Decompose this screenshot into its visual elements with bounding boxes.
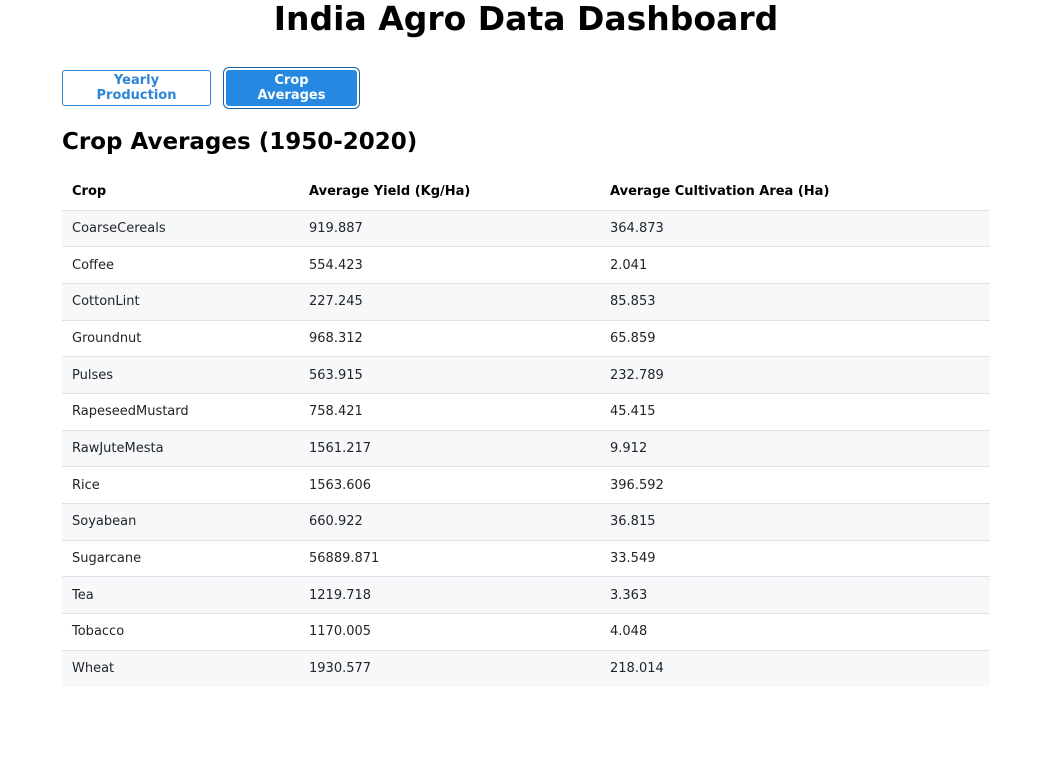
cell-crop: CoarseCereals (62, 210, 299, 248)
tab-yearly-production[interactable]: Yearly Production (62, 70, 211, 106)
cell-yield: 758.421 (299, 393, 600, 431)
section-title: Crop Averages (1950-2020) (62, 129, 418, 155)
cell-crop: RapeseedMustard (62, 393, 299, 431)
cell-area: 218.014 (600, 650, 990, 687)
cell-crop: Rice (62, 466, 299, 504)
cell-area: 65.859 (600, 320, 990, 358)
cell-yield: 563.915 (299, 356, 600, 394)
cell-yield: 56889.871 (299, 540, 600, 578)
cell-yield: 227.245 (299, 283, 600, 321)
cell-crop: Tea (62, 576, 299, 615)
table-row: Soyabean 660.922 36.815 (62, 503, 990, 541)
cell-yield: 554.423 (299, 246, 600, 284)
tab-crop-averages[interactable]: Crop Averages (226, 70, 357, 106)
cell-yield: 968.312 (299, 320, 600, 358)
table-row: Pulses 563.915 232.789 (62, 356, 990, 394)
cell-crop: Wheat (62, 650, 299, 687)
cell-area: 4.048 (600, 613, 990, 651)
cell-yield: 1930.577 (299, 650, 600, 687)
cell-crop: Soyabean (62, 503, 299, 541)
cell-crop: Coffee (62, 246, 299, 284)
table-row: Tea 1219.718 3.363 (62, 576, 990, 615)
header-average-area: Average Cultivation Area (Ha) (600, 174, 990, 211)
cell-area: 36.815 (600, 503, 990, 541)
table-row: RawJuteMesta 1561.217 9.912 (62, 430, 990, 468)
cell-area: 33.549 (600, 540, 990, 578)
cell-yield: 1219.718 (299, 576, 600, 615)
cell-yield: 1561.217 (299, 430, 600, 468)
table-row: Rice 1563.606 396.592 (62, 466, 990, 504)
cell-crop: Pulses (62, 356, 299, 394)
table-row: Tobacco 1170.005 4.048 (62, 613, 990, 651)
table-row: Groundnut 968.312 65.859 (62, 320, 990, 358)
cell-yield: 1563.606 (299, 466, 600, 504)
table-row: Wheat 1930.577 218.014 (62, 650, 990, 687)
page-title: India Agro Data Dashboard (273, 0, 779, 38)
header-crop: Crop (62, 174, 299, 211)
cell-crop: Sugarcane (62, 540, 299, 578)
cell-area: 45.415 (600, 393, 990, 431)
cell-crop: RawJuteMesta (62, 430, 299, 468)
header-average-yield: Average Yield (Kg/Ha) (299, 174, 600, 211)
view-tabs: Yearly Production Crop Averages (62, 70, 357, 106)
cell-crop: CottonLint (62, 283, 299, 321)
table-row: RapeseedMustard 758.421 45.415 (62, 393, 990, 431)
cell-crop: Groundnut (62, 320, 299, 358)
cell-yield: 919.887 (299, 210, 600, 248)
cell-area: 2.041 (600, 246, 990, 284)
table-row: CottonLint 227.245 85.853 (62, 283, 990, 321)
cell-area: 3.363 (600, 576, 990, 615)
cell-area: 232.789 (600, 356, 990, 394)
cell-yield: 660.922 (299, 503, 600, 541)
cell-area: 85.853 (600, 283, 990, 321)
cell-yield: 1170.005 (299, 613, 600, 651)
table-body: CoarseCereals 919.887 364.873 Coffee 554… (62, 210, 990, 687)
table-row: Coffee 554.423 2.041 (62, 246, 990, 284)
table-row: CoarseCereals 919.887 364.873 (62, 210, 990, 248)
table-header-row: Crop Average Yield (Kg/Ha) Average Culti… (62, 174, 990, 211)
cell-area: 396.592 (600, 466, 990, 504)
cell-area: 364.873 (600, 210, 990, 248)
cell-crop: Tobacco (62, 613, 299, 651)
cell-area: 9.912 (600, 430, 990, 468)
table-row: Sugarcane 56889.871 33.549 (62, 540, 990, 578)
crop-averages-table: Crop Average Yield (Kg/Ha) Average Culti… (62, 174, 990, 687)
